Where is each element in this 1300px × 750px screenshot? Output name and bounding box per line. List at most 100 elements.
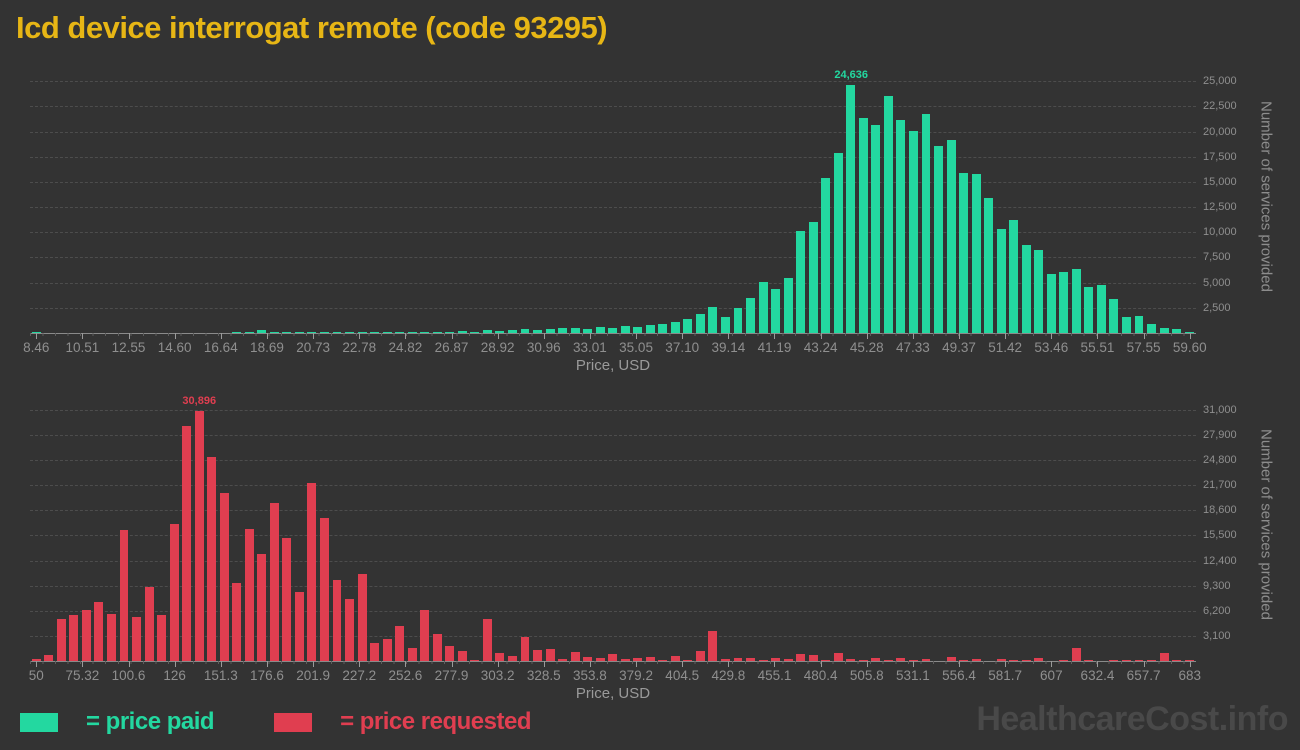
histogram-bar xyxy=(633,658,643,661)
y-axis-title: Number of services provided xyxy=(1257,429,1275,620)
x-axis-major-tick xyxy=(220,661,222,667)
histogram-bar xyxy=(307,331,317,333)
histogram-bar xyxy=(432,633,442,661)
histogram-bar xyxy=(1034,658,1044,661)
x-tick-label: 252.6 xyxy=(388,668,423,683)
y-tick-label: 21,700 xyxy=(1203,479,1237,492)
histogram-bar xyxy=(507,656,517,661)
x-axis-major-tick xyxy=(820,333,822,339)
price-requested-swatch xyxy=(274,712,313,732)
histogram-bar xyxy=(395,331,405,333)
x-axis-major-tick xyxy=(36,333,38,339)
histogram-bar xyxy=(119,529,129,661)
x-axis-major-tick xyxy=(774,661,776,667)
legend-item-price-requested: = price requested xyxy=(274,708,531,736)
histogram-bar xyxy=(545,328,555,333)
histogram-bar xyxy=(69,614,79,661)
y-tick-label: 22,500 xyxy=(1203,100,1237,113)
x-axis-major-tick xyxy=(589,333,591,339)
y-axis-title: Number of services provided xyxy=(1257,101,1275,292)
x-tick-label: 151.3 xyxy=(203,668,238,683)
x-axis-major-tick xyxy=(1189,333,1191,339)
x-tick-label: 53.46 xyxy=(1034,340,1069,355)
histogram-bar xyxy=(1034,250,1044,333)
histogram-bar xyxy=(771,289,781,333)
histogram-bar xyxy=(645,656,655,661)
x-tick-label: 14.60 xyxy=(157,340,192,355)
histogram-bar xyxy=(896,120,906,333)
gridline xyxy=(30,282,1196,284)
histogram-bar xyxy=(1147,659,1157,661)
histogram-bar xyxy=(1172,659,1182,661)
x-tick-label: 37.10 xyxy=(665,340,700,355)
histogram-bar xyxy=(194,410,204,661)
x-tick-label: 43.24 xyxy=(803,340,838,355)
x-axis-major-tick xyxy=(174,333,176,339)
histogram-bar xyxy=(959,172,969,333)
histogram-bar xyxy=(558,658,568,661)
x-axis-major-tick xyxy=(728,661,730,667)
histogram-bar xyxy=(771,657,781,661)
histogram-bar xyxy=(883,96,893,333)
x-axis-major-tick xyxy=(1097,333,1099,339)
histogram-bar xyxy=(783,278,793,333)
histogram-bar xyxy=(382,639,392,661)
x-axis-minor-ticks xyxy=(30,333,1196,336)
histogram-bar xyxy=(244,528,254,661)
gridline xyxy=(30,232,1196,234)
histogram-bar xyxy=(370,331,380,333)
histogram-bar xyxy=(1021,659,1031,661)
histogram-bar xyxy=(934,146,943,333)
histogram-bar xyxy=(1021,245,1031,333)
histogram-bar xyxy=(908,659,918,661)
histogram-bar xyxy=(670,321,680,333)
x-tick-label: 35.05 xyxy=(619,340,653,355)
histogram-bar xyxy=(1084,659,1094,661)
x-axis-major-tick xyxy=(313,333,315,339)
histogram-bar xyxy=(407,648,417,661)
histogram-bar xyxy=(1059,659,1069,661)
x-tick-label: 201.9 xyxy=(296,668,330,683)
histogram-bar xyxy=(470,331,480,333)
histogram-bar xyxy=(746,298,756,333)
histogram-bar xyxy=(294,331,304,333)
histogram-bar xyxy=(733,308,743,333)
x-tick-label: 505.8 xyxy=(849,668,884,683)
x-tick-label: 49.37 xyxy=(942,340,976,355)
histogram-bar xyxy=(219,492,229,661)
gridline xyxy=(30,585,1196,587)
histogram-bar xyxy=(833,152,843,333)
histogram-bar xyxy=(595,327,605,333)
histogram-bar xyxy=(495,331,505,333)
histogram-bar xyxy=(721,658,730,661)
histogram-bar xyxy=(407,331,417,333)
histogram-bar xyxy=(721,316,730,333)
histogram-bar xyxy=(1084,287,1094,333)
histogram-bar xyxy=(796,230,806,333)
histogram-bar xyxy=(533,649,542,661)
histogram-bar xyxy=(733,657,743,661)
gridline xyxy=(30,460,1196,462)
histogram-bar xyxy=(871,125,881,333)
x-tick-label: 328.5 xyxy=(526,668,561,683)
peak-value-label: 24,636 xyxy=(834,68,869,81)
x-tick-label: 607 xyxy=(1040,668,1063,683)
histogram-bar xyxy=(946,656,956,661)
histogram-bar xyxy=(846,84,856,333)
histogram-bar xyxy=(56,619,66,661)
x-axis-major-tick xyxy=(220,333,222,339)
histogram-bar xyxy=(833,653,843,661)
histogram-bar xyxy=(971,174,981,333)
y-tick-label: 2,500 xyxy=(1203,301,1231,314)
x-tick-label: 33.01 xyxy=(573,340,607,355)
histogram-bar xyxy=(482,330,492,333)
x-tick-label: 480.4 xyxy=(803,668,838,683)
histogram-bar xyxy=(683,659,693,661)
histogram-bar xyxy=(520,637,530,661)
gridline xyxy=(30,81,1196,83)
x-tick-label: 26.87 xyxy=(434,340,469,355)
histogram-bar xyxy=(282,331,292,333)
histogram-bar xyxy=(269,331,279,333)
histogram-bar xyxy=(808,655,818,661)
histogram-bar xyxy=(683,318,693,333)
